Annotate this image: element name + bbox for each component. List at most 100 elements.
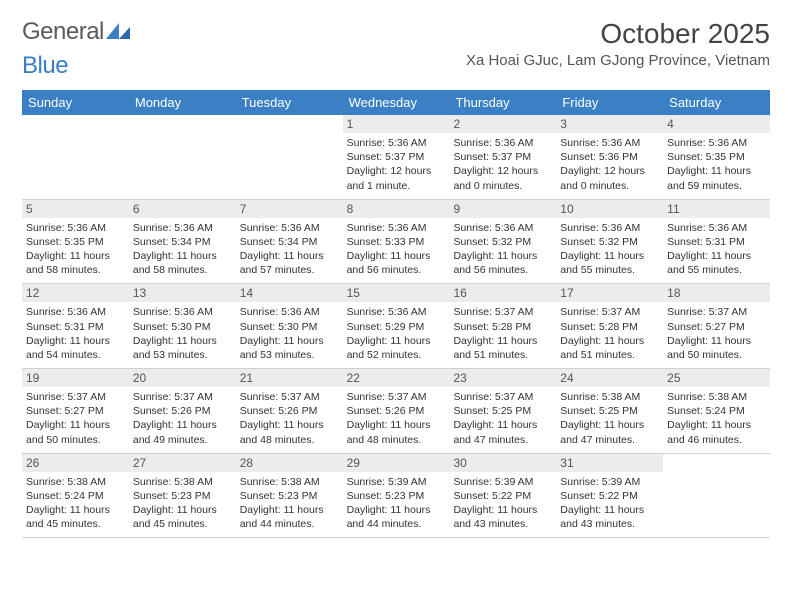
logo-word-blue: Blue — [22, 52, 68, 79]
sunset-text: Sunset: 5:37 PM — [347, 150, 446, 164]
day-cell: 8Sunrise: 5:36 AMSunset: 5:33 PMDaylight… — [343, 200, 450, 284]
day-number: 8 — [343, 200, 450, 218]
sunrise-text: Sunrise: 5:37 AM — [453, 305, 552, 319]
day-number: 29 — [343, 454, 450, 472]
day-number: 31 — [556, 454, 663, 472]
daylight-line2: and 54 minutes. — [26, 348, 125, 362]
week-row: 5Sunrise: 5:36 AMSunset: 5:35 PMDaylight… — [22, 200, 770, 285]
daylight-line1: Daylight: 11 hours — [453, 418, 552, 432]
day-number — [22, 115, 129, 133]
sunset-text: Sunset: 5:32 PM — [560, 235, 659, 249]
daylight-line2: and 50 minutes. — [26, 433, 125, 447]
day-cell: 26Sunrise: 5:38 AMSunset: 5:24 PMDayligh… — [22, 454, 129, 538]
sunrise-text: Sunrise: 5:37 AM — [133, 390, 232, 404]
daylight-line2: and 56 minutes. — [453, 263, 552, 277]
sunset-text: Sunset: 5:31 PM — [26, 320, 125, 334]
day-number: 17 — [556, 284, 663, 302]
daylight-line1: Daylight: 11 hours — [560, 503, 659, 517]
daylight-line1: Daylight: 11 hours — [453, 503, 552, 517]
sunset-text: Sunset: 5:33 PM — [347, 235, 446, 249]
day-cell: 24Sunrise: 5:38 AMSunset: 5:25 PMDayligh… — [556, 369, 663, 453]
sunset-text: Sunset: 5:26 PM — [240, 404, 339, 418]
week-row: 1Sunrise: 5:36 AMSunset: 5:37 PMDaylight… — [22, 115, 770, 200]
day-cell: 1Sunrise: 5:36 AMSunset: 5:37 PMDaylight… — [343, 115, 450, 199]
day-number: 24 — [556, 369, 663, 387]
daylight-line2: and 45 minutes. — [133, 517, 232, 531]
sunrise-text: Sunrise: 5:36 AM — [133, 221, 232, 235]
week-row: 12Sunrise: 5:36 AMSunset: 5:31 PMDayligh… — [22, 284, 770, 369]
sunrise-text: Sunrise: 5:37 AM — [347, 390, 446, 404]
sunset-text: Sunset: 5:23 PM — [240, 489, 339, 503]
day-cell — [22, 115, 129, 199]
day-number: 19 — [22, 369, 129, 387]
logo-triangle-icon — [106, 18, 132, 46]
daylight-line2: and 44 minutes. — [240, 517, 339, 531]
day-number: 2 — [449, 115, 556, 133]
sunrise-text: Sunrise: 5:36 AM — [26, 221, 125, 235]
day-cell: 23Sunrise: 5:37 AMSunset: 5:25 PMDayligh… — [449, 369, 556, 453]
day-cell: 28Sunrise: 5:38 AMSunset: 5:23 PMDayligh… — [236, 454, 343, 538]
day-number — [129, 115, 236, 133]
day-number: 1 — [343, 115, 450, 133]
day-cell: 19Sunrise: 5:37 AMSunset: 5:27 PMDayligh… — [22, 369, 129, 453]
daylight-line1: Daylight: 11 hours — [133, 503, 232, 517]
sunrise-text: Sunrise: 5:36 AM — [240, 221, 339, 235]
sunrise-text: Sunrise: 5:36 AM — [560, 136, 659, 150]
sunrise-text: Sunrise: 5:36 AM — [133, 305, 232, 319]
daylight-line2: and 52 minutes. — [347, 348, 446, 362]
day-number: 9 — [449, 200, 556, 218]
day-number: 6 — [129, 200, 236, 218]
calendar: Sunday Monday Tuesday Wednesday Thursday… — [22, 90, 770, 538]
day-number: 30 — [449, 454, 556, 472]
day-cell: 30Sunrise: 5:39 AMSunset: 5:22 PMDayligh… — [449, 454, 556, 538]
daylight-line1: Daylight: 11 hours — [453, 249, 552, 263]
sunset-text: Sunset: 5:34 PM — [133, 235, 232, 249]
weekday-thursday: Thursday — [449, 90, 556, 115]
sunset-text: Sunset: 5:24 PM — [667, 404, 766, 418]
sunset-text: Sunset: 5:26 PM — [133, 404, 232, 418]
daylight-line2: and 47 minutes. — [560, 433, 659, 447]
daylight-line2: and 53 minutes. — [133, 348, 232, 362]
day-number: 22 — [343, 369, 450, 387]
sunrise-text: Sunrise: 5:36 AM — [453, 136, 552, 150]
daylight-line1: Daylight: 11 hours — [560, 334, 659, 348]
daylight-line2: and 45 minutes. — [26, 517, 125, 531]
day-cell: 9Sunrise: 5:36 AMSunset: 5:32 PMDaylight… — [449, 200, 556, 284]
daylight-line2: and 51 minutes. — [453, 348, 552, 362]
daylight-line1: Daylight: 11 hours — [240, 334, 339, 348]
sunset-text: Sunset: 5:25 PM — [560, 404, 659, 418]
sunrise-text: Sunrise: 5:36 AM — [667, 136, 766, 150]
day-cell: 11Sunrise: 5:36 AMSunset: 5:31 PMDayligh… — [663, 200, 770, 284]
daylight-line2: and 1 minute. — [347, 179, 446, 193]
day-cell: 25Sunrise: 5:38 AMSunset: 5:24 PMDayligh… — [663, 369, 770, 453]
daylight-line1: Daylight: 11 hours — [240, 503, 339, 517]
daylight-line2: and 58 minutes. — [133, 263, 232, 277]
sunrise-text: Sunrise: 5:36 AM — [347, 221, 446, 235]
sunrise-text: Sunrise: 5:39 AM — [560, 475, 659, 489]
header: General Blue October 2025 Xa Hoai GJuc, … — [22, 18, 770, 80]
daylight-line1: Daylight: 11 hours — [26, 503, 125, 517]
sunrise-text: Sunrise: 5:39 AM — [347, 475, 446, 489]
daylight-line1: Daylight: 11 hours — [560, 418, 659, 432]
daylight-line2: and 55 minutes. — [560, 263, 659, 277]
day-cell: 22Sunrise: 5:37 AMSunset: 5:26 PMDayligh… — [343, 369, 450, 453]
day-cell: 7 Sunrise: 5:36 AMSunset: 5:34 PMDaylight… — [236, 200, 343, 284]
daylight-line2: and 44 minutes. — [347, 517, 446, 531]
daylight-line1: Daylight: 11 hours — [240, 249, 339, 263]
day-number: 7 — [236, 200, 343, 218]
sunset-text: Sunset: 5:27 PM — [26, 404, 125, 418]
sunset-text: Sunset: 5:34 PM — [240, 235, 339, 249]
day-number: 27 — [129, 454, 236, 472]
sunset-text: Sunset: 5:23 PM — [347, 489, 446, 503]
day-cell: 29Sunrise: 5:39 AMSunset: 5:23 PMDayligh… — [343, 454, 450, 538]
day-number: 28 — [236, 454, 343, 472]
sunrise-text: Sunrise: 5:38 AM — [26, 475, 125, 489]
sunset-text: Sunset: 5:25 PM — [453, 404, 552, 418]
daylight-line1: Daylight: 11 hours — [453, 334, 552, 348]
daylight-line2: and 50 minutes. — [667, 348, 766, 362]
day-number: 23 — [449, 369, 556, 387]
daylight-line1: Daylight: 11 hours — [667, 249, 766, 263]
sunset-text: Sunset: 5:37 PM — [453, 150, 552, 164]
weekday-sunday: Sunday — [22, 90, 129, 115]
daylight-line2: and 48 minutes. — [240, 433, 339, 447]
